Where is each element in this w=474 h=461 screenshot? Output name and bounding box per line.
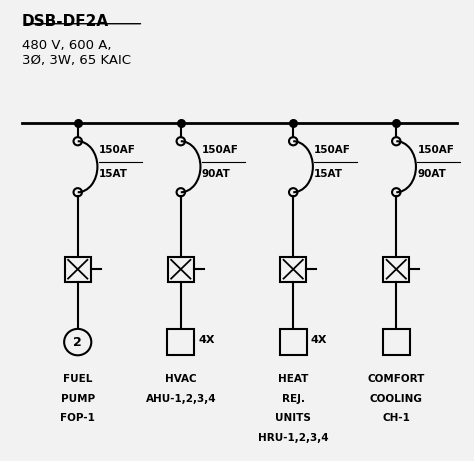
Text: 15AT: 15AT (99, 169, 128, 179)
Text: FOP-1: FOP-1 (60, 413, 95, 423)
Bar (280, 329, 307, 355)
Text: 150AF: 150AF (202, 145, 239, 155)
Text: REJ.: REJ. (282, 394, 305, 403)
Text: AHU-1,2,3,4: AHU-1,2,3,4 (146, 394, 216, 403)
Bar (167, 329, 194, 355)
Text: COMFORT: COMFORT (367, 374, 425, 384)
Text: DSB-DF2A: DSB-DF2A (21, 14, 109, 29)
Text: HVAC: HVAC (165, 374, 197, 384)
Bar (383, 329, 410, 355)
Text: COOLING: COOLING (370, 394, 423, 403)
Text: 4X: 4X (198, 335, 215, 345)
Text: 3Ø, 3W, 65 KAIC: 3Ø, 3W, 65 KAIC (21, 54, 130, 67)
Text: UNITS: UNITS (275, 413, 311, 423)
Bar (168, 257, 194, 282)
Text: 15AT: 15AT (314, 169, 343, 179)
Text: FUEL: FUEL (63, 374, 92, 384)
Text: 150AF: 150AF (99, 145, 136, 155)
Text: CH-1: CH-1 (383, 413, 410, 423)
Text: 480 V, 600 A,: 480 V, 600 A, (21, 39, 111, 52)
Bar (280, 257, 306, 282)
Text: 150AF: 150AF (314, 145, 351, 155)
Text: 4X: 4X (310, 335, 327, 345)
Text: HEAT: HEAT (278, 374, 309, 384)
Text: 90AT: 90AT (202, 169, 231, 179)
Text: HRU-1,2,3,4: HRU-1,2,3,4 (258, 433, 328, 443)
Text: 150AF: 150AF (417, 145, 454, 155)
Text: 2: 2 (73, 336, 82, 349)
Text: PUMP: PUMP (61, 394, 95, 403)
Bar (383, 257, 409, 282)
Text: 90AT: 90AT (417, 169, 446, 179)
Bar (65, 257, 91, 282)
